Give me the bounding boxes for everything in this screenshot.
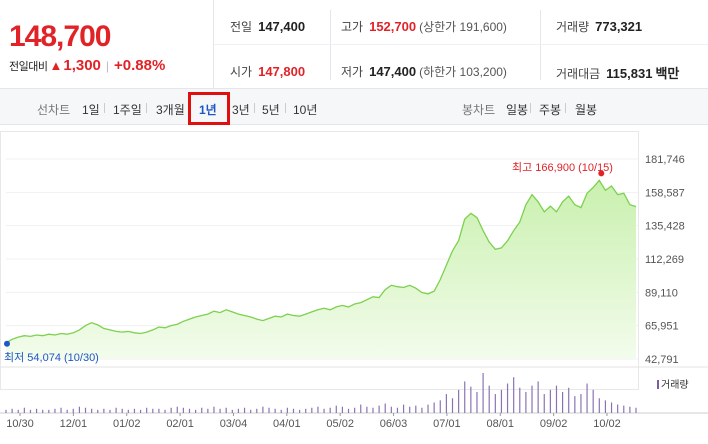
day-low: 저가 147,400 (하한가 103,200) bbox=[341, 64, 507, 79]
tab-3years[interactable]: 3년 bbox=[232, 103, 250, 117]
x-tick-label: 08/01 bbox=[487, 418, 515, 430]
tab-divider bbox=[104, 103, 105, 113]
tab-daily-candle[interactable]: 일봉 bbox=[506, 103, 529, 117]
line-chart-label: 선차트 bbox=[37, 103, 71, 117]
tab-3months[interactable]: 3개월 bbox=[156, 103, 185, 117]
tab-1week[interactable]: 1주일 bbox=[113, 103, 142, 117]
y-tick-label: 135,428 bbox=[645, 221, 685, 233]
price-area-fill bbox=[6, 180, 636, 359]
x-tick-label: 06/03 bbox=[380, 418, 408, 430]
divider bbox=[330, 10, 331, 80]
tab-divider bbox=[530, 103, 531, 113]
tab-1year[interactable]: 1년 bbox=[199, 103, 217, 117]
x-tick-label: 02/01 bbox=[166, 418, 194, 430]
tab-divider bbox=[146, 103, 147, 113]
tab-monthly-candle[interactable]: 월봉 bbox=[575, 103, 598, 117]
low-annotation: 최저 54,074 (10/30) bbox=[4, 352, 99, 364]
open-price: 시가 147,800 bbox=[230, 64, 306, 79]
y-tick-label: 158,587 bbox=[645, 187, 685, 199]
tab-1day[interactable]: 1일 bbox=[82, 103, 100, 117]
y-tick-label: 89,110 bbox=[645, 287, 678, 299]
x-tick-label: 01/02 bbox=[113, 418, 141, 430]
x-tick-label: 04/01 bbox=[273, 418, 301, 430]
y-tick-label: 181,746 bbox=[645, 154, 685, 166]
row-divider bbox=[214, 44, 708, 45]
candle-chart-label: 봉차트 bbox=[462, 103, 496, 117]
high-marker-dot bbox=[598, 170, 605, 177]
x-tick-label: 07/01 bbox=[433, 418, 461, 430]
volume: 거래량 773,321 bbox=[556, 19, 643, 34]
price-chart: 181,746 158,587 135,428 112,269 89,110 65,951… bbox=[0, 126, 708, 444]
price-chart-svg: 181,746 158,587 135,428 112,269 89,110 65,951… bbox=[0, 131, 708, 430]
current-price: 148,700 bbox=[9, 20, 111, 53]
plot-frame bbox=[0, 131, 639, 390]
change-separator: | bbox=[105, 58, 110, 73]
volume-legend-swatch bbox=[657, 380, 659, 389]
selected-tab-highlight bbox=[188, 92, 230, 125]
change-amount: 1,300 bbox=[63, 57, 101, 74]
high-annotation: 최고 166,900 (10/15) bbox=[512, 162, 613, 174]
price-change: 전일대비 ▲ 1,300 | +0.88% bbox=[9, 57, 165, 74]
divider bbox=[540, 10, 541, 80]
day-high: 고가 152,700 (상한가 191,600) bbox=[341, 19, 507, 34]
trade-value: 거래대금 115,831 백만 bbox=[556, 66, 680, 81]
stock-summary: 148,700 전일대비 ▲ 1,300 | +0.88% 전일 147,400 … bbox=[0, 0, 708, 89]
tab-divider bbox=[285, 103, 286, 113]
prev-close: 전일 147,400 bbox=[230, 19, 306, 34]
x-tick-label: 12/01 bbox=[60, 418, 88, 430]
y-tick-label: 112,269 bbox=[645, 254, 684, 266]
x-tick-label: 10/02 bbox=[593, 418, 621, 430]
y-tick-label: 65,951 bbox=[645, 321, 679, 333]
chart-tab-bar: 선차트 1일 1주일 3개월 1년 3년 5년 10년 봉차트 일봉 주봉 월봉 bbox=[0, 89, 708, 125]
low-marker-dot bbox=[4, 340, 10, 347]
y-tick-label: 42,791 bbox=[645, 354, 679, 366]
price-line bbox=[5, 179, 637, 344]
volume-legend: 거래량 bbox=[657, 376, 689, 391]
price-block: 148,700 전일대비 ▲ 1,300 | +0.88% bbox=[0, 0, 214, 89]
x-tick-label: 09/02 bbox=[540, 418, 568, 430]
up-triangle-icon: ▲ bbox=[49, 58, 63, 73]
tab-weekly-candle[interactable]: 주봉 bbox=[539, 103, 562, 117]
tab-divider bbox=[254, 103, 255, 113]
change-label: 전일대비 bbox=[9, 60, 48, 73]
tab-5years[interactable]: 5년 bbox=[262, 103, 280, 117]
x-tick-label: 03/04 bbox=[220, 418, 248, 430]
x-tick-label: 10/30 bbox=[6, 418, 34, 430]
tab-10years[interactable]: 10년 bbox=[293, 103, 318, 117]
change-percent: +0.88% bbox=[114, 57, 166, 74]
x-tick-label: 05/02 bbox=[326, 418, 354, 430]
tab-divider bbox=[565, 103, 566, 113]
